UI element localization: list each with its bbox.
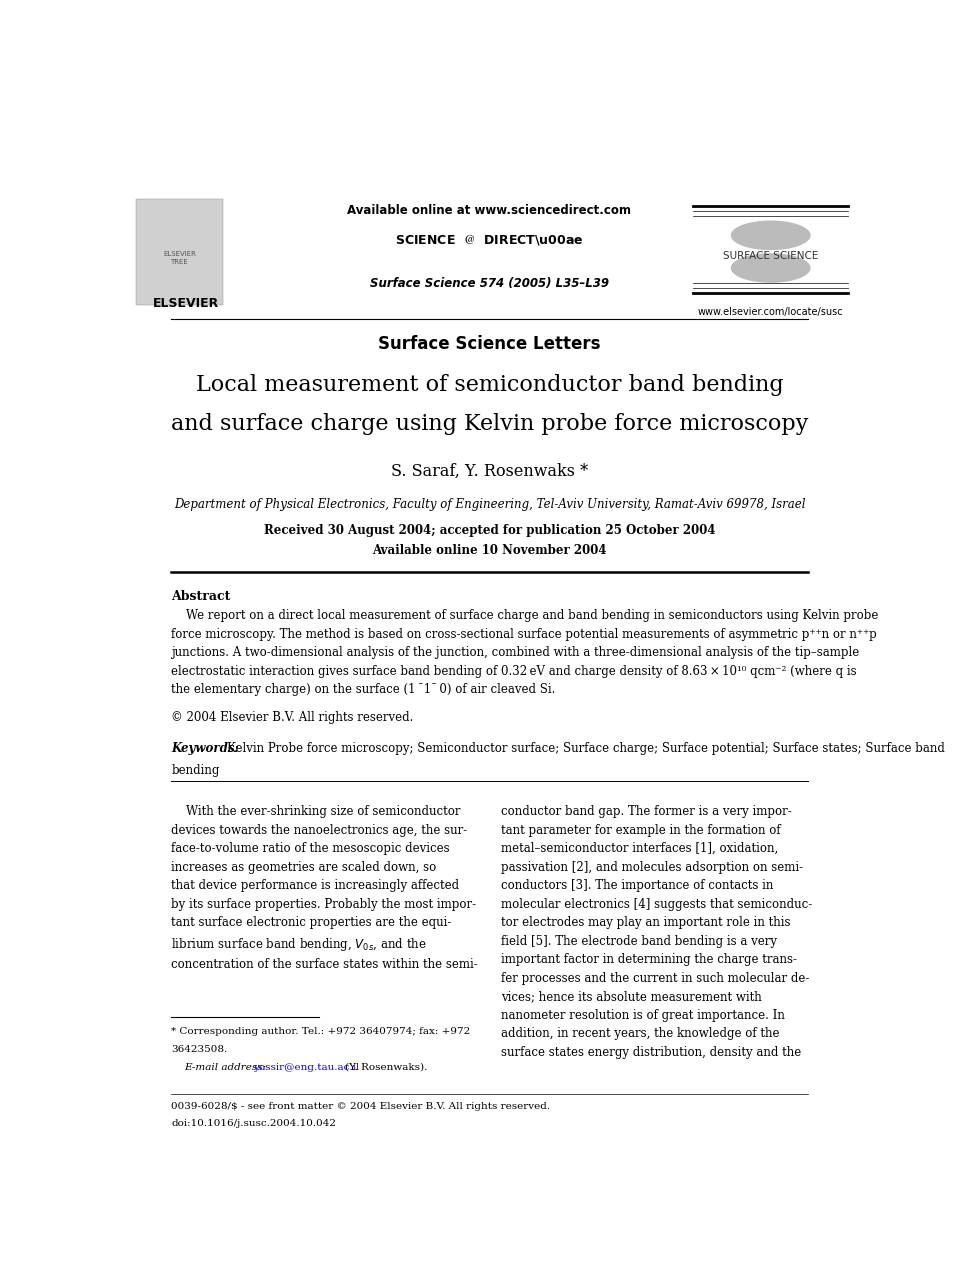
Ellipse shape — [731, 253, 811, 283]
Text: Local measurement of semiconductor band bending: Local measurement of semiconductor band … — [196, 374, 783, 396]
Text: S. Saraf, Y. Rosenwaks *: S. Saraf, Y. Rosenwaks * — [391, 463, 588, 479]
Text: Surface Science 574 (2005) L35–L39: Surface Science 574 (2005) L35–L39 — [370, 276, 609, 290]
Text: With the ever-shrinking size of semiconductor
devices towards the nanoelectronic: With the ever-shrinking size of semicond… — [171, 806, 478, 971]
Text: Keywords:: Keywords: — [171, 741, 239, 754]
Text: doi:10.1016/j.susc.2004.10.042: doi:10.1016/j.susc.2004.10.042 — [171, 1119, 336, 1128]
Text: (Y. Rosenwaks).: (Y. Rosenwaks). — [345, 1063, 428, 1072]
Text: conductor band gap. The former is a very impor-
tant parameter for example in th: conductor band gap. The former is a very… — [500, 806, 812, 1059]
Text: Department of Physical Electronics, Faculty of Engineering, Tel-Aviv University,: Department of Physical Electronics, Facu… — [174, 497, 805, 510]
Text: SCIENCE  $\bf\mathcal{@}$  DIRECT\u00ae: SCIENCE $\bf\mathcal{@}$ DIRECT\u00ae — [395, 234, 584, 247]
Text: yossir@eng.tau.ac.il: yossir@eng.tau.ac.il — [252, 1063, 359, 1072]
Text: Surface Science Letters: Surface Science Letters — [378, 335, 601, 353]
Text: Abstract: Abstract — [171, 590, 230, 603]
Text: Available online at www.sciencedirect.com: Available online at www.sciencedirect.co… — [348, 204, 631, 217]
Text: Received 30 August 2004; accepted for publication 25 October 2004: Received 30 August 2004; accepted for pu… — [264, 524, 715, 537]
Text: SURFACE SCIENCE: SURFACE SCIENCE — [723, 251, 818, 261]
Text: We report on a direct local measurement of surface charge and band bending in se: We report on a direct local measurement … — [171, 609, 879, 696]
Text: 0039-6028/$ - see front matter © 2004 Elsevier B.V. All rights reserved.: 0039-6028/$ - see front matter © 2004 El… — [171, 1103, 550, 1112]
Text: and surface charge using Kelvin probe force microscopy: and surface charge using Kelvin probe fo… — [171, 414, 808, 436]
Text: bending: bending — [171, 763, 220, 776]
Text: www.elsevier.com/locate/susc: www.elsevier.com/locate/susc — [698, 307, 843, 316]
Text: ELSEVIER
TREE: ELSEVIER TREE — [163, 251, 196, 265]
Text: Kelvin Probe force microscopy; Semiconductor surface; Surface charge; Surface po: Kelvin Probe force microscopy; Semicondu… — [227, 741, 945, 754]
Text: © 2004 Elsevier B.V. All rights reserved.: © 2004 Elsevier B.V. All rights reserved… — [171, 712, 414, 725]
FancyBboxPatch shape — [136, 199, 223, 305]
Text: ELSEVIER: ELSEVIER — [153, 297, 219, 310]
Text: Available online 10 November 2004: Available online 10 November 2004 — [372, 544, 606, 556]
Text: E-mail address:: E-mail address: — [184, 1063, 266, 1072]
Text: * Corresponding author. Tel.: +972 36407974; fax: +972: * Corresponding author. Tel.: +972 36407… — [171, 1027, 471, 1036]
Ellipse shape — [731, 221, 811, 251]
Text: 36423508.: 36423508. — [171, 1045, 227, 1054]
